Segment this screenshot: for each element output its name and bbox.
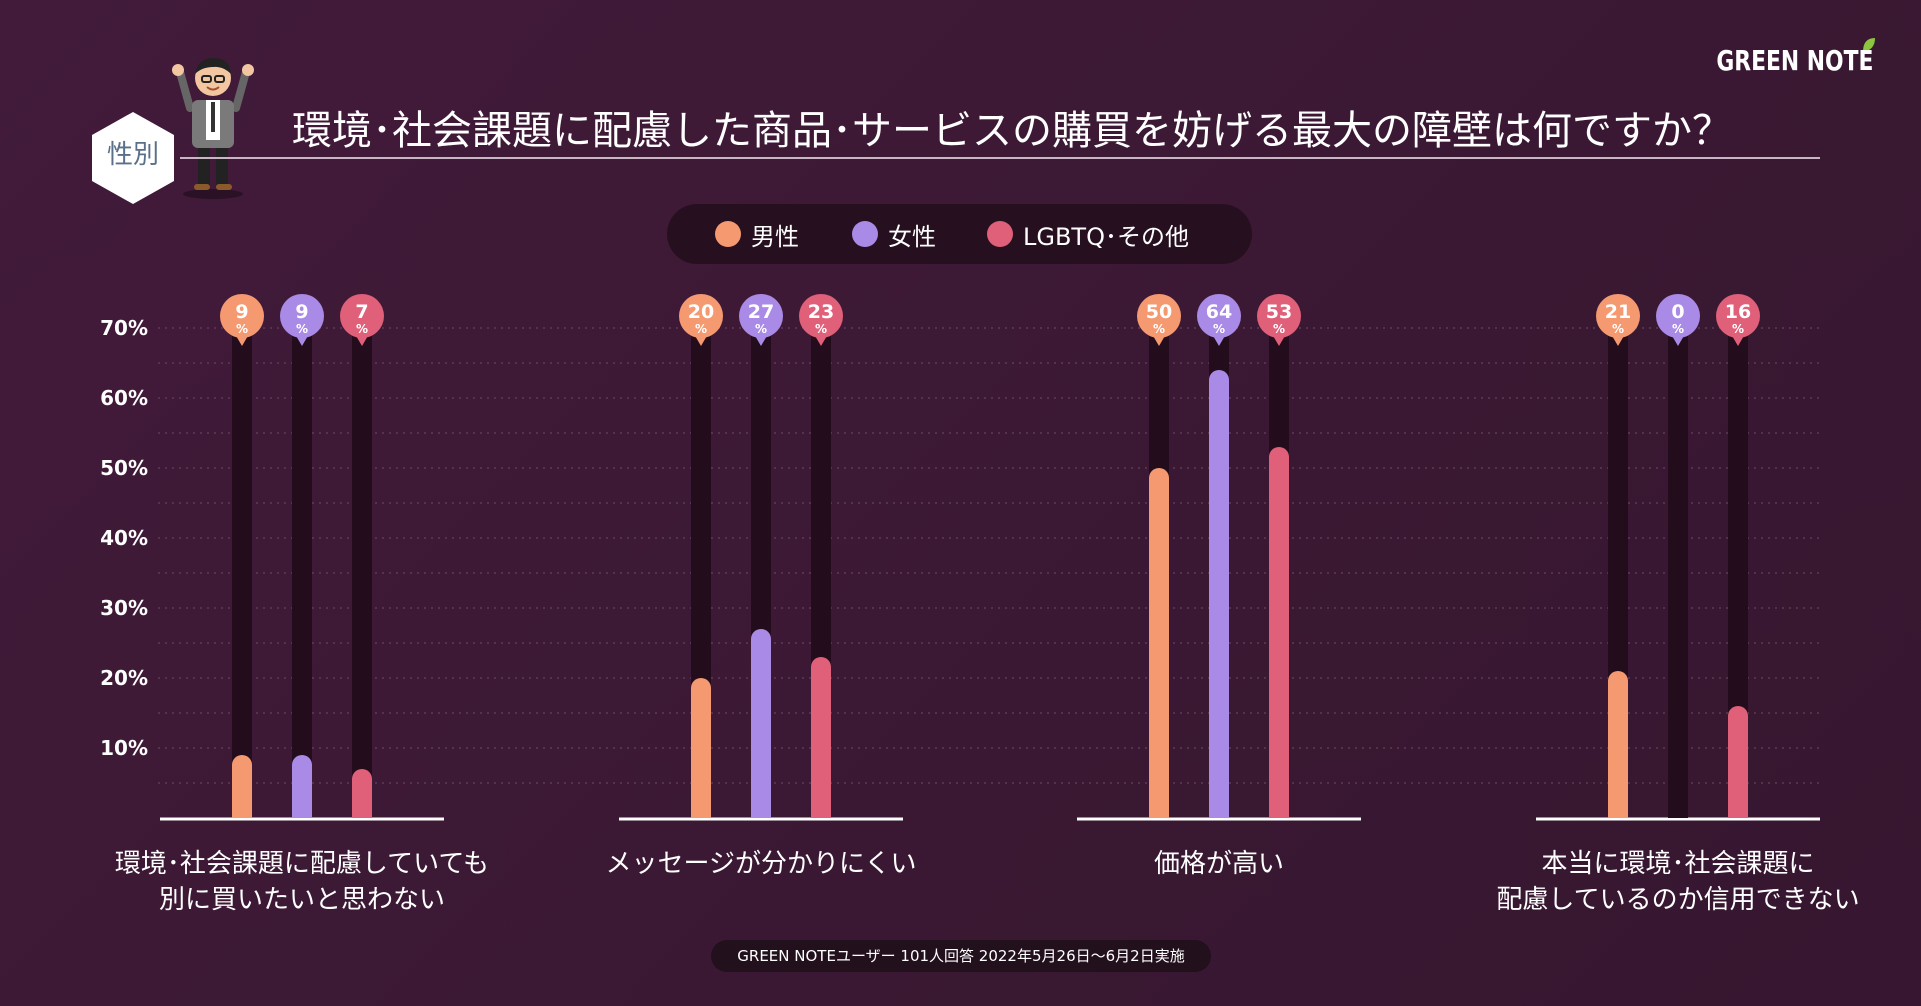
section-badge-hexagon: [92, 112, 174, 204]
category-label: 本当に環境･社会課題に: [1541, 849, 1814, 879]
legend-item-lgbtq: LGBTQ･その他: [987, 204, 1189, 264]
category-label: 配慮しているのか信用できない: [1496, 885, 1859, 915]
data-label-unit: %: [1213, 322, 1225, 336]
legend-label-female: 女性: [888, 222, 936, 251]
data-label-bubble: [799, 294, 843, 338]
data-label-unit: %: [236, 322, 248, 336]
bar-track: [1668, 330, 1688, 818]
y-tick-label: 10%: [100, 736, 148, 760]
y-tick-label: 40%: [100, 526, 148, 550]
bar-body: [1149, 478, 1169, 818]
category-label: メッセージが分かりにくい: [606, 849, 917, 879]
data-label-bubble: [739, 294, 783, 338]
category-label: 環境･社会課題に配慮していても: [115, 849, 489, 879]
data-label-value: 27: [748, 301, 774, 323]
data-label-bubble: [220, 294, 264, 338]
data-label-bubble: [1656, 294, 1700, 338]
category-label: 別に買いたいと思わない: [159, 885, 445, 915]
data-label-unit: %: [1612, 322, 1624, 336]
bar-body: [691, 688, 711, 818]
section-badge-label: 性別: [106, 140, 159, 170]
bar-body: [1728, 716, 1748, 818]
data-label-unit: %: [1672, 322, 1684, 336]
data-label-bubble: [280, 294, 324, 338]
y-tick-label: 20%: [100, 666, 148, 690]
data-label-value: 64: [1206, 301, 1232, 323]
chart-legend: 男性 女性 LGBTQ･その他: [667, 204, 1252, 264]
legend-item-male: 男性: [715, 204, 799, 264]
y-tick-label: 30%: [100, 596, 148, 620]
data-label-value: 0: [1671, 301, 1684, 323]
data-label-unit: %: [695, 322, 707, 336]
bar-track: [232, 330, 252, 818]
category-label: 価格が高い: [1154, 849, 1284, 879]
data-label-bubble: [1137, 294, 1181, 338]
data-label-value: 50: [1146, 301, 1172, 323]
data-label-bubble: [1257, 294, 1301, 338]
y-tick-label: 60%: [100, 386, 148, 410]
legend-swatch-lgbtq: [987, 221, 1013, 247]
legend-label-lgbtq: LGBTQ･その他: [1023, 222, 1189, 251]
bar-body: [811, 667, 831, 818]
presenter-illustration: [172, 58, 254, 199]
data-label-unit: %: [356, 322, 368, 336]
legend-label-male: 男性: [751, 222, 799, 251]
survey-footnote: GREEN NOTEユーザー 101人回答 2022年5月26日〜6月2日実施: [711, 940, 1211, 972]
bar-body: [232, 765, 252, 818]
bar-body: [1209, 380, 1229, 818]
bar-body: [1608, 681, 1628, 818]
legend-swatch-male: [715, 221, 741, 247]
legend-item-female: 女性: [852, 204, 936, 264]
bar-track: [292, 330, 312, 818]
data-label-bubble: [679, 294, 723, 338]
legend-swatch-female: [852, 221, 878, 247]
bar-body: [292, 765, 312, 818]
data-label-unit: %: [1153, 322, 1165, 336]
bar-track: [352, 330, 372, 818]
data-label-bubble: [340, 294, 384, 338]
data-label-value: 53: [1266, 301, 1292, 323]
data-label-bubble: [1197, 294, 1241, 338]
data-label-value: 23: [808, 301, 834, 323]
data-label-unit: %: [815, 322, 827, 336]
data-label-unit: %: [1273, 322, 1285, 336]
bar-body: [751, 639, 771, 818]
brand-logo: GREEN NOTE: [1715, 44, 1873, 77]
page-title: 環境･社会課題に配慮した商品･サービスの購買を妨げる最大の障壁は何ですか？: [292, 108, 1732, 154]
data-label-value: 16: [1725, 301, 1751, 323]
bar-track: [1728, 330, 1748, 818]
data-label-value: 7: [355, 301, 368, 323]
data-label-bubble: [1716, 294, 1760, 338]
leaf-icon: [1863, 38, 1875, 52]
data-label-unit: %: [1732, 322, 1744, 336]
bar-body: [352, 779, 372, 818]
bar-body: [1269, 457, 1289, 818]
data-label-value: 20: [688, 301, 714, 323]
data-label-bubble: [1596, 294, 1640, 338]
data-label-unit: %: [296, 322, 308, 336]
data-label-value: 9: [235, 301, 248, 323]
y-tick-label: 70%: [100, 316, 148, 340]
y-tick-label: 50%: [100, 456, 148, 480]
data-label-value: 9: [295, 301, 308, 323]
title-underline: [180, 157, 1820, 159]
data-label-value: 21: [1605, 301, 1631, 323]
data-label-unit: %: [755, 322, 767, 336]
